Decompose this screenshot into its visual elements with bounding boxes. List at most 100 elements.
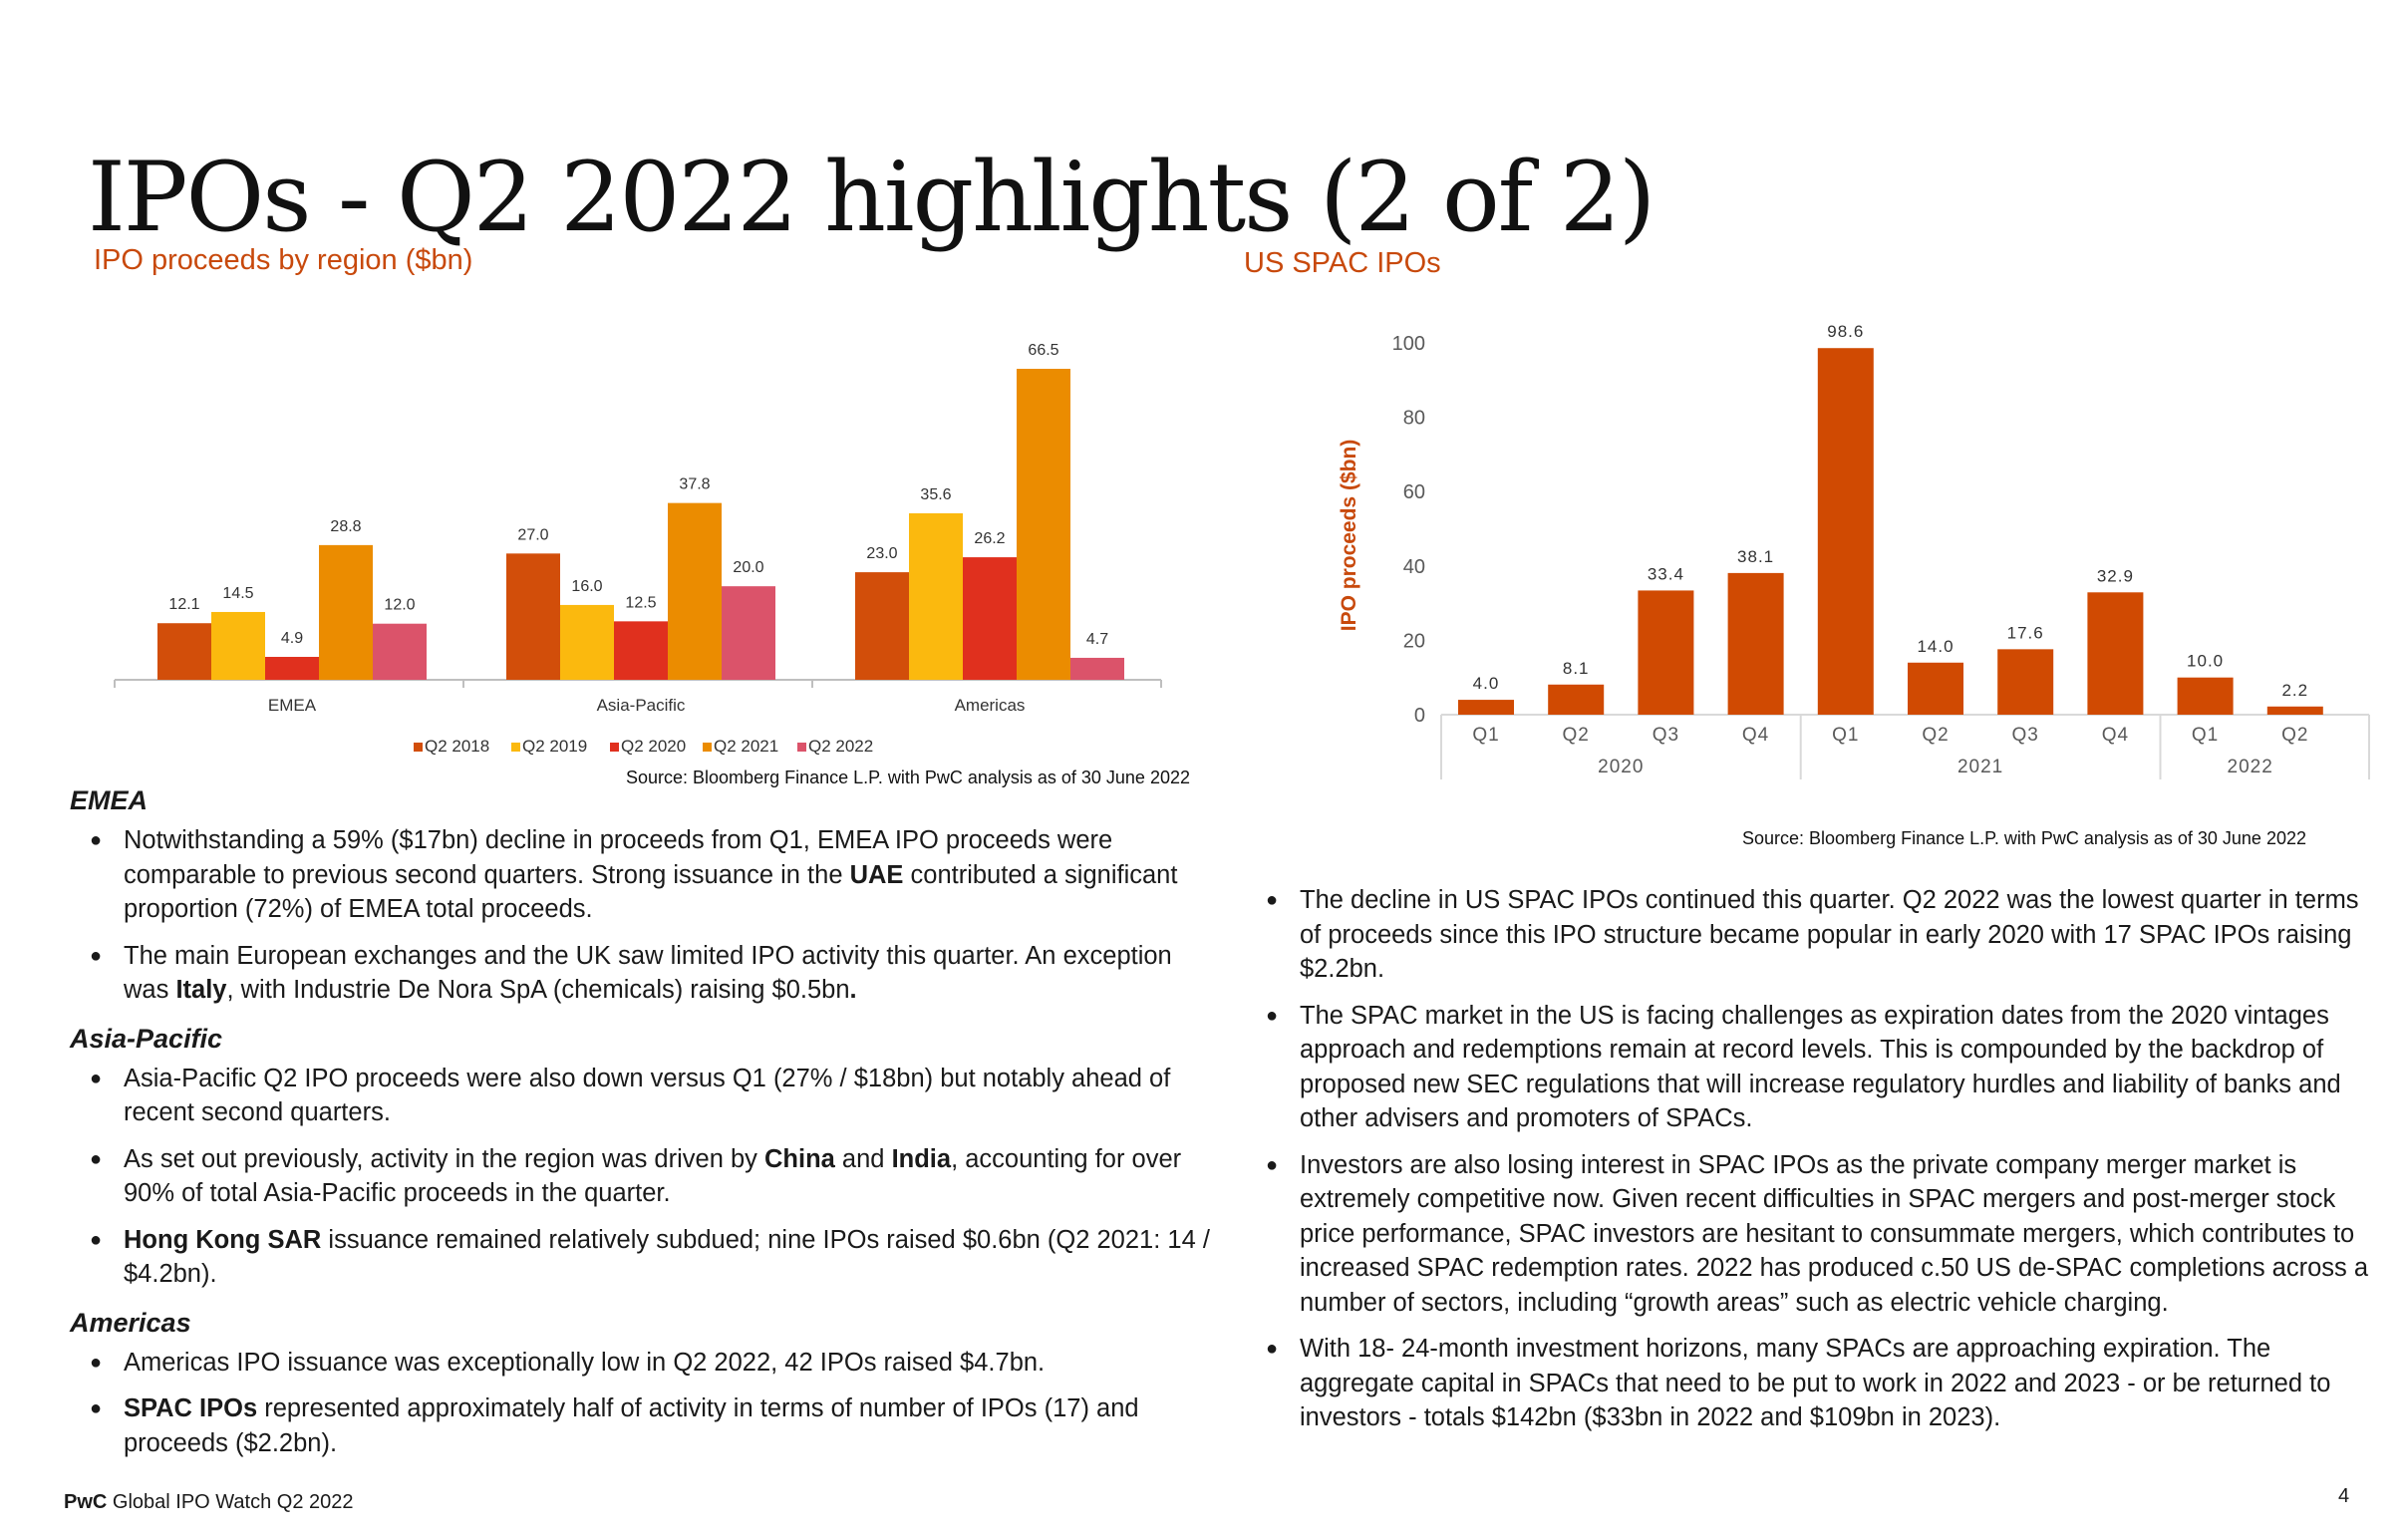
legend-swatch bbox=[610, 743, 619, 752]
bar-q2-2020 bbox=[963, 557, 1017, 680]
data-label: 28.8 bbox=[330, 518, 361, 535]
data-label: 2.2 bbox=[2281, 681, 2308, 700]
page-number: 4 bbox=[2338, 1485, 2350, 1507]
data-label: 4.7 bbox=[1086, 631, 1108, 648]
x-tick-label: Q3 bbox=[1653, 725, 1679, 746]
ipo-proceeds-by-region-chart: 12.1 14.5 4.9 28.8 12.0 EMEA 27.0 16.0 12.5 37.8 2… bbox=[114, 342, 1162, 756]
americas-heading: Americas bbox=[70, 1307, 191, 1338]
list-item: The decline in US SPAC IPOs continued th… bbox=[1246, 883, 2372, 987]
bar-q2-2021 bbox=[1017, 369, 1070, 680]
x-tick-label: Q1 bbox=[2192, 725, 2219, 746]
legend-label: Q2 2022 bbox=[808, 737, 873, 756]
bar-spac-ipo bbox=[1997, 649, 2054, 715]
x-tick-label: Q3 bbox=[2012, 725, 2039, 746]
list-item: The SPAC market in the US is facing chal… bbox=[1246, 999, 2372, 1136]
bar-q2-2022 bbox=[1070, 657, 1124, 680]
x-group-label: 2021 bbox=[1957, 757, 2003, 777]
us-spac-ipos-chart: IPO proceeds ($bn) 0 20 40 60 80 100 4.0 Q1 8.1 Q2… bbox=[1338, 322, 2370, 779]
bar-q2-2021 bbox=[319, 544, 373, 680]
data-label: 38.1 bbox=[1737, 547, 1774, 566]
y-tick-label: 0 bbox=[1414, 705, 1425, 727]
footer-brand: PwC bbox=[64, 1491, 108, 1513]
bar-spac-ipo bbox=[1638, 590, 1694, 715]
x-tick-label: Q2 bbox=[1563, 725, 1590, 746]
x-tick-label: Q2 bbox=[2281, 725, 2308, 746]
y-axis-title: IPO proceeds ($bn) bbox=[1338, 440, 1360, 632]
bar-q2-2022 bbox=[373, 623, 427, 680]
data-label: 20.0 bbox=[733, 559, 763, 576]
data-label: 4.9 bbox=[281, 630, 303, 647]
y-tick-label: 80 bbox=[1403, 408, 1425, 430]
x-tick-label: Q4 bbox=[2102, 725, 2129, 746]
legend-label: Q2 2020 bbox=[621, 737, 686, 756]
data-label: 17.6 bbox=[2007, 623, 2044, 642]
data-label: 35.6 bbox=[920, 486, 951, 503]
data-label: 12.1 bbox=[168, 596, 199, 613]
y-tick-label: 100 bbox=[1392, 333, 1425, 355]
bar-spac-ipo bbox=[2177, 677, 2234, 715]
bar-spac-ipo bbox=[1908, 662, 1963, 715]
legend-swatch bbox=[414, 743, 423, 752]
x-group-label: 2020 bbox=[1598, 757, 1644, 777]
x-tick-label: Americas bbox=[955, 696, 1026, 715]
x-tick-label: EMEA bbox=[268, 696, 317, 715]
legend-label: Q2 2021 bbox=[714, 737, 778, 756]
data-label: 33.4 bbox=[1648, 564, 1684, 583]
bar-q2-2018 bbox=[855, 572, 909, 680]
legend-label: Q2 2019 bbox=[522, 737, 587, 756]
emea-bullets: Notwithstanding a 59% ($17bn) decline in… bbox=[70, 823, 1211, 1008]
bar-q2-2019 bbox=[909, 512, 963, 680]
bar-spac-ipo bbox=[1817, 348, 1874, 715]
spac-bullets: The decline in US SPAC IPOs continued th… bbox=[1246, 883, 2372, 1435]
data-label: 14.5 bbox=[222, 585, 253, 602]
x-tick-label: Q1 bbox=[1472, 725, 1499, 746]
legend-swatch bbox=[797, 743, 806, 752]
footer: PwC Global IPO Watch Q2 2022 bbox=[64, 1491, 354, 1514]
bar-q2-2019 bbox=[560, 604, 614, 680]
y-tick-label: 40 bbox=[1403, 556, 1425, 578]
legend-swatch bbox=[511, 743, 520, 752]
list-item: With 18- 24-month investment horizons, m… bbox=[1246, 1332, 2372, 1435]
bar-q2-2020 bbox=[265, 657, 319, 680]
bar-q2-2019 bbox=[211, 611, 265, 680]
data-label: 8.1 bbox=[1563, 659, 1590, 678]
bar-spac-ipo bbox=[1458, 700, 1514, 715]
bar-spac-ipo bbox=[2087, 592, 2144, 715]
list-item: Investors are also losing interest in SP… bbox=[1246, 1148, 2372, 1321]
data-label: 10.0 bbox=[2187, 652, 2224, 671]
bar-q2-2020 bbox=[614, 621, 668, 680]
page-title: IPOs - Q2 2022 highlights (2 of 2) bbox=[88, 142, 1655, 254]
data-label: 27.0 bbox=[517, 526, 548, 543]
list-item: Americas IPO issuance was exceptionally … bbox=[70, 1346, 1211, 1381]
right-chart-title: US SPAC IPOs bbox=[1244, 247, 1441, 279]
x-tick-label: Asia-Pacific bbox=[597, 696, 686, 715]
left-chart-source: Source: Bloomberg Finance L.P. with PwC … bbox=[626, 768, 1190, 787]
bar-spac-ipo bbox=[2266, 706, 2323, 715]
data-label: 32.9 bbox=[2097, 566, 2134, 585]
left-commentary: EMEA Notwithstanding a 59% ($17bn) decli… bbox=[70, 781, 1211, 1472]
bar-q2-2018 bbox=[157, 623, 211, 680]
right-chart-source: Source: Bloomberg Finance L.P. with PwC … bbox=[1742, 828, 2306, 848]
legend-swatch bbox=[703, 743, 712, 752]
right-commentary: The decline in US SPAC IPOs continued th… bbox=[1246, 879, 2372, 1447]
data-label: 14.0 bbox=[1917, 637, 1954, 656]
bar-spac-ipo bbox=[1727, 572, 1784, 715]
list-item: SPAC IPOs represented approximately half… bbox=[70, 1391, 1211, 1460]
x-group-label: 2022 bbox=[2228, 757, 2273, 777]
data-label: 12.0 bbox=[384, 597, 415, 614]
data-label: 98.6 bbox=[1827, 322, 1864, 341]
bar-spac-ipo bbox=[1548, 684, 1605, 715]
legend-label: Q2 2018 bbox=[425, 737, 489, 756]
list-item: The main European exchanges and the UK s… bbox=[70, 939, 1211, 1008]
data-label: 12.5 bbox=[625, 594, 656, 611]
americas-bullets: Americas IPO issuance was exceptionally … bbox=[70, 1346, 1211, 1461]
list-item: Asia-Pacific Q2 IPO proceeds were also d… bbox=[70, 1062, 1211, 1130]
asia-pacific-heading: Asia-Pacific bbox=[70, 1023, 223, 1054]
y-tick-label: 60 bbox=[1403, 481, 1425, 503]
list-item: Notwithstanding a 59% ($17bn) decline in… bbox=[70, 823, 1211, 927]
x-tick-label: Q2 bbox=[1922, 725, 1949, 746]
emea-heading: EMEA bbox=[70, 785, 149, 815]
left-chart-title: IPO proceeds by region ($bn) bbox=[94, 244, 473, 276]
y-tick-label: 20 bbox=[1403, 630, 1425, 652]
footer-text: Global IPO Watch Q2 2022 bbox=[107, 1491, 354, 1513]
